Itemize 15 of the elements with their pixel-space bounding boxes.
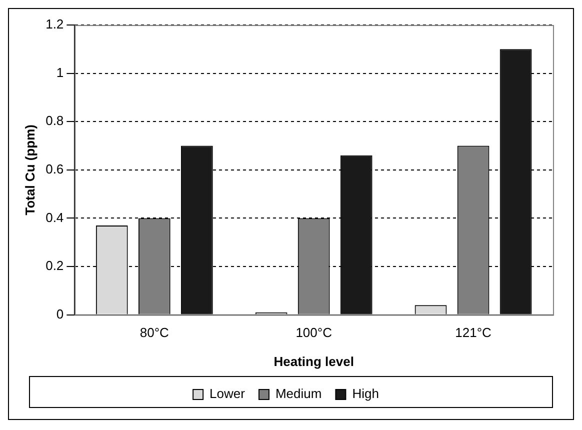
y-tick-label: 0.8 (46, 113, 64, 128)
y-tick-label: 1.2 (46, 16, 64, 32)
y-tick-label: 0.2 (46, 258, 64, 274)
legend-label: Lower (210, 386, 246, 402)
x-tick-label: 121°C (455, 325, 492, 340)
x-tick-label: 80°C (140, 325, 169, 340)
x-axis-title: Heating level (274, 354, 354, 369)
legend-label: High (352, 386, 379, 402)
y-tick-label: 0.4 (46, 210, 64, 225)
y-tick-label: 0 (56, 306, 64, 322)
y-axis-title: Total Cu (ppm) (22, 124, 38, 216)
y-tick-label: 1 (56, 64, 64, 80)
y-tick-label: 0.6 (46, 161, 64, 176)
x-tick-label: 100°C (296, 325, 332, 340)
legend-label: Medium (275, 386, 322, 402)
